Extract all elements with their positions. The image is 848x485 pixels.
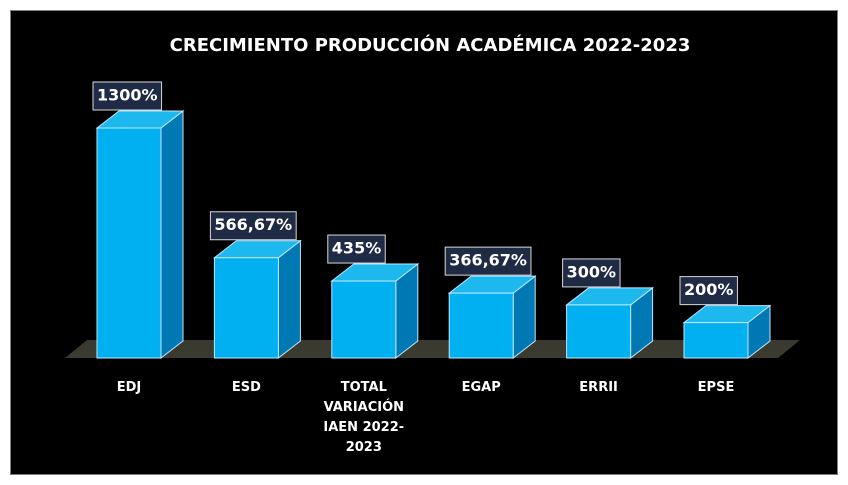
bar-side <box>160 109 184 360</box>
bar-side <box>277 239 301 360</box>
x-tick-label: EPSE <box>697 380 735 395</box>
x-tick-label: ESD <box>231 380 261 395</box>
value-label: 300% <box>567 262 616 281</box>
value-label-box <box>444 246 532 276</box>
value-label: 200% <box>684 280 733 299</box>
value-label-box <box>562 258 621 288</box>
value-label-box <box>327 234 386 264</box>
bar <box>683 322 749 359</box>
x-tick-label: EGAP <box>461 380 501 395</box>
x-tick-label: TOTAL VARIACIÓN IAEN 2022-2023 <box>323 380 405 455</box>
value-label-box <box>92 81 163 111</box>
bar <box>448 292 514 359</box>
value-label: 566,67% <box>214 215 292 234</box>
bar <box>213 257 279 359</box>
value-label: 1300% <box>97 86 158 105</box>
x-tick-label: ERRII <box>579 380 618 395</box>
x-tick-label: EDJ <box>116 380 142 395</box>
bar <box>96 127 162 359</box>
bar <box>331 280 397 359</box>
chart-title: CRECIMIENTO PRODUCCIÓN ACADÉMICA 2022-20… <box>170 34 691 56</box>
bar <box>566 304 632 359</box>
value-label-box <box>679 276 738 306</box>
value-label: 435% <box>332 239 381 258</box>
value-label: 366,67% <box>449 251 527 270</box>
value-label-box <box>209 211 297 241</box>
